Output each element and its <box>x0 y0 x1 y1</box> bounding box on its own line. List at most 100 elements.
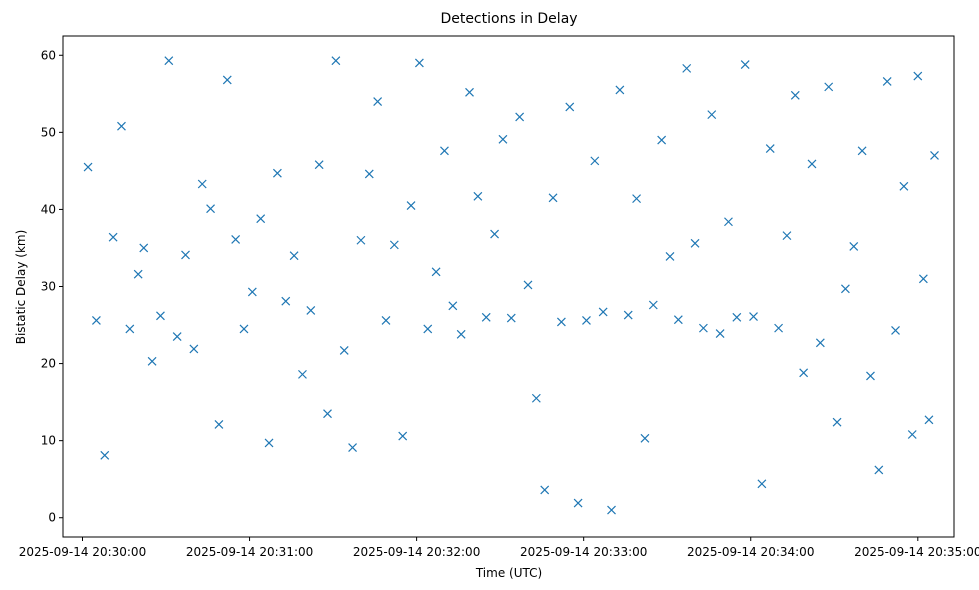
y-axis-label: Bistatic Delay (km) <box>14 230 28 345</box>
data-point <box>222 75 232 85</box>
data-point <box>431 267 441 277</box>
data-point <box>298 369 307 379</box>
data-point <box>573 498 583 508</box>
data-point <box>930 151 939 160</box>
data-point <box>381 315 391 325</box>
data-point <box>807 159 817 169</box>
data-point <box>840 284 850 294</box>
data-point <box>189 344 199 354</box>
data-point <box>690 238 700 248</box>
data-point <box>506 313 516 323</box>
data-point <box>724 217 733 227</box>
data-point <box>206 204 215 214</box>
data-point <box>156 311 165 321</box>
data-point <box>732 312 742 322</box>
data-point <box>715 329 725 338</box>
data-point <box>364 169 374 179</box>
data-point <box>373 97 383 106</box>
x-tick-label: 2025-09-14 20:30:00 <box>19 545 146 559</box>
data-point <box>899 181 909 191</box>
data-point <box>531 393 541 403</box>
y-tick-label: 20 <box>41 357 56 371</box>
data-point <box>181 250 190 260</box>
data-point <box>857 146 867 156</box>
data-point <box>389 240 399 250</box>
chart-title: Detections in Delay <box>440 11 577 27</box>
data-point <box>256 214 266 224</box>
data-point <box>133 269 143 279</box>
data-point <box>657 135 667 145</box>
data-point <box>913 71 923 81</box>
data-point <box>339 346 349 355</box>
data-point <box>799 368 809 378</box>
data-point <box>540 485 550 495</box>
data-point <box>907 430 917 439</box>
data-point <box>749 312 758 321</box>
y-tick-label: 50 <box>41 125 56 139</box>
data-point <box>832 417 842 427</box>
data-point <box>323 409 332 419</box>
data-point <box>314 160 324 170</box>
data-point <box>632 194 642 204</box>
data-point <box>498 134 508 144</box>
y-axis-ticks: 0 10 20 30 40 50 60 <box>41 48 63 525</box>
data-point <box>231 235 241 244</box>
data-point <box>272 168 282 178</box>
data-point <box>125 324 135 334</box>
y-tick-label: 10 <box>41 434 56 448</box>
data-point <box>874 465 884 475</box>
data-point <box>682 63 692 73</box>
data-point <box>490 229 500 239</box>
data-point <box>264 438 274 448</box>
data-point <box>548 193 558 203</box>
data-point <box>147 356 157 366</box>
x-tick-label: 2025-09-14 20:35:00 <box>854 545 979 559</box>
data-point <box>414 58 424 68</box>
x-axis-ticks: 2025-09-14 20:30:00 2025-09-14 20:31:00 20… <box>19 537 979 559</box>
data-point <box>348 443 357 453</box>
data-point <box>598 307 608 317</box>
data-point <box>197 179 207 189</box>
data-point <box>565 102 575 112</box>
x-tick-label: 2025-09-14 20:34:00 <box>687 545 814 559</box>
data-point <box>782 231 792 241</box>
data-point <box>882 77 892 86</box>
data-point <box>698 323 708 333</box>
data-point <box>83 162 93 172</box>
data-point <box>774 323 784 333</box>
data-point <box>281 296 291 306</box>
data-points <box>83 56 939 515</box>
data-point <box>924 415 934 425</box>
plot-area <box>62 35 955 538</box>
data-point <box>448 301 458 311</box>
y-tick-label: 30 <box>41 280 56 294</box>
data-point <box>891 326 900 335</box>
y-tick-label: 60 <box>41 48 56 62</box>
data-point <box>481 312 491 322</box>
data-point <box>100 450 110 460</box>
data-point <box>164 56 174 66</box>
data-point <box>815 338 825 348</box>
data-point <box>289 251 299 261</box>
data-point <box>665 252 675 261</box>
data-point <box>139 243 149 253</box>
data-point <box>473 191 483 201</box>
data-point <box>172 332 182 342</box>
data-point <box>866 371 875 381</box>
data-point <box>824 82 834 92</box>
data-point <box>331 56 341 66</box>
data-point <box>356 235 366 245</box>
data-point <box>556 317 566 327</box>
data-point <box>423 324 433 334</box>
data-point <box>515 112 525 122</box>
data-point <box>607 505 616 515</box>
data-point <box>91 315 101 325</box>
y-tick-label: 0 <box>48 511 56 525</box>
data-point <box>306 305 316 315</box>
data-point <box>523 280 533 290</box>
data-point <box>673 315 683 325</box>
data-point <box>623 310 633 320</box>
data-point <box>918 274 928 284</box>
data-point <box>440 146 449 156</box>
